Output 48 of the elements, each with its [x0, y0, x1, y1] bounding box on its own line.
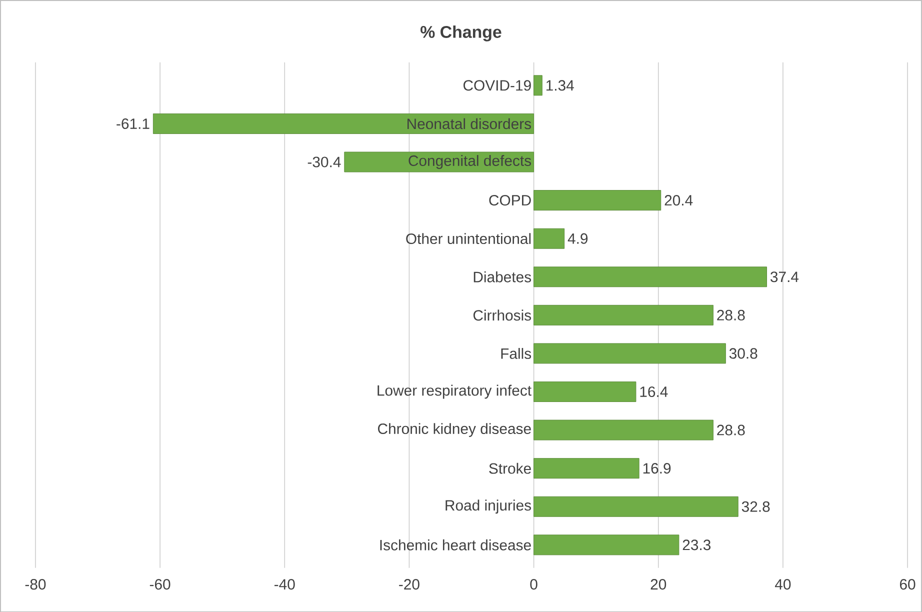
x-tick-label: 40	[774, 578, 791, 590]
bar	[534, 228, 565, 249]
data-label: 16.4	[640, 386, 668, 397]
data-label: 30.8	[729, 348, 758, 359]
y-tick-label: Road injuries	[446, 500, 532, 514]
data-label: 23.3	[682, 539, 711, 550]
bar	[534, 75, 542, 96]
x-tick-label: -40	[274, 578, 295, 590]
y-tick-label: Congenital defects	[408, 154, 532, 169]
y-tick-label: Falls	[501, 348, 532, 359]
y-tick-label: Neonatal disorders	[408, 118, 531, 130]
bar	[534, 496, 738, 517]
y-tick-label: COPD	[489, 194, 531, 206]
y-tick-label: Ischemic heart disease	[380, 539, 531, 550]
bar	[534, 458, 640, 478]
data-label: 20.4	[664, 194, 693, 206]
x-tick-label: 0	[530, 578, 538, 590]
y-tick-label: Chronic kidney disease	[378, 422, 531, 437]
data-label: -30.4	[308, 156, 341, 168]
data-label: 28.8	[717, 424, 745, 436]
y-tick-label: Other unintentional	[406, 232, 531, 244]
bar	[534, 304, 714, 326]
data-label: 16.9	[643, 462, 671, 474]
y-tick-label: Cirrhosis	[473, 310, 532, 320]
y-tick-label: Diabetes	[474, 271, 532, 282]
y-tick-label: COVID-19	[464, 80, 531, 91]
x-tick-label: 60	[900, 578, 916, 590]
bar	[534, 266, 768, 287]
x-tick-label: -60	[150, 578, 170, 590]
bar	[534, 343, 726, 364]
bar	[152, 113, 534, 134]
chart-title: % Change	[420, 25, 502, 42]
bar	[534, 381, 636, 402]
data-label: 37.4	[770, 271, 799, 282]
bar	[534, 534, 680, 555]
data-label: -61.1	[116, 118, 150, 129]
x-tick-label: -20	[399, 578, 420, 590]
x-tick-label: 20	[650, 578, 666, 590]
bar	[534, 190, 662, 210]
y-tick-label: Stroke	[489, 462, 531, 474]
x-tick-label: -80	[25, 578, 46, 590]
bar	[344, 152, 534, 172]
data-label: 28.8	[717, 310, 745, 320]
y-tick-label: Lower respiratory infect	[378, 384, 532, 399]
data-label: 4.9	[568, 233, 588, 244]
bar	[534, 420, 714, 440]
data-label: 1.34	[546, 80, 574, 91]
data-label: 32.8	[742, 501, 770, 512]
